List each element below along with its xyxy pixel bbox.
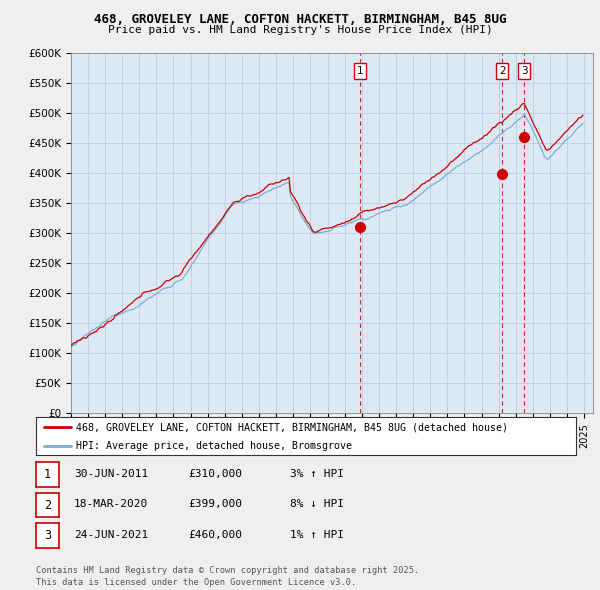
Text: £460,000: £460,000 [188, 530, 242, 540]
Text: 30-JUN-2011: 30-JUN-2011 [74, 469, 148, 478]
Text: 18-MAR-2020: 18-MAR-2020 [74, 500, 148, 509]
Text: 2: 2 [44, 499, 51, 512]
Text: 1% ↑ HPI: 1% ↑ HPI [290, 530, 344, 540]
Text: 24-JUN-2021: 24-JUN-2021 [74, 530, 148, 540]
Text: 3: 3 [44, 529, 51, 542]
Text: Contains HM Land Registry data © Crown copyright and database right 2025.
This d: Contains HM Land Registry data © Crown c… [36, 566, 419, 587]
Text: 468, GROVELEY LANE, COFTON HACKETT, BIRMINGHAM, B45 8UG: 468, GROVELEY LANE, COFTON HACKETT, BIRM… [94, 13, 506, 26]
Text: 3% ↑ HPI: 3% ↑ HPI [290, 469, 344, 478]
Text: 3: 3 [521, 66, 527, 76]
Text: £399,000: £399,000 [188, 500, 242, 509]
Text: 8% ↓ HPI: 8% ↓ HPI [290, 500, 344, 509]
Text: 1: 1 [44, 468, 51, 481]
Text: 2: 2 [499, 66, 506, 76]
Text: 1: 1 [357, 66, 364, 76]
Text: HPI: Average price, detached house, Bromsgrove: HPI: Average price, detached house, Brom… [77, 441, 353, 451]
Text: Price paid vs. HM Land Registry's House Price Index (HPI): Price paid vs. HM Land Registry's House … [107, 25, 493, 35]
Text: £310,000: £310,000 [188, 469, 242, 478]
Text: 468, GROVELEY LANE, COFTON HACKETT, BIRMINGHAM, B45 8UG (detached house): 468, GROVELEY LANE, COFTON HACKETT, BIRM… [77, 422, 509, 432]
